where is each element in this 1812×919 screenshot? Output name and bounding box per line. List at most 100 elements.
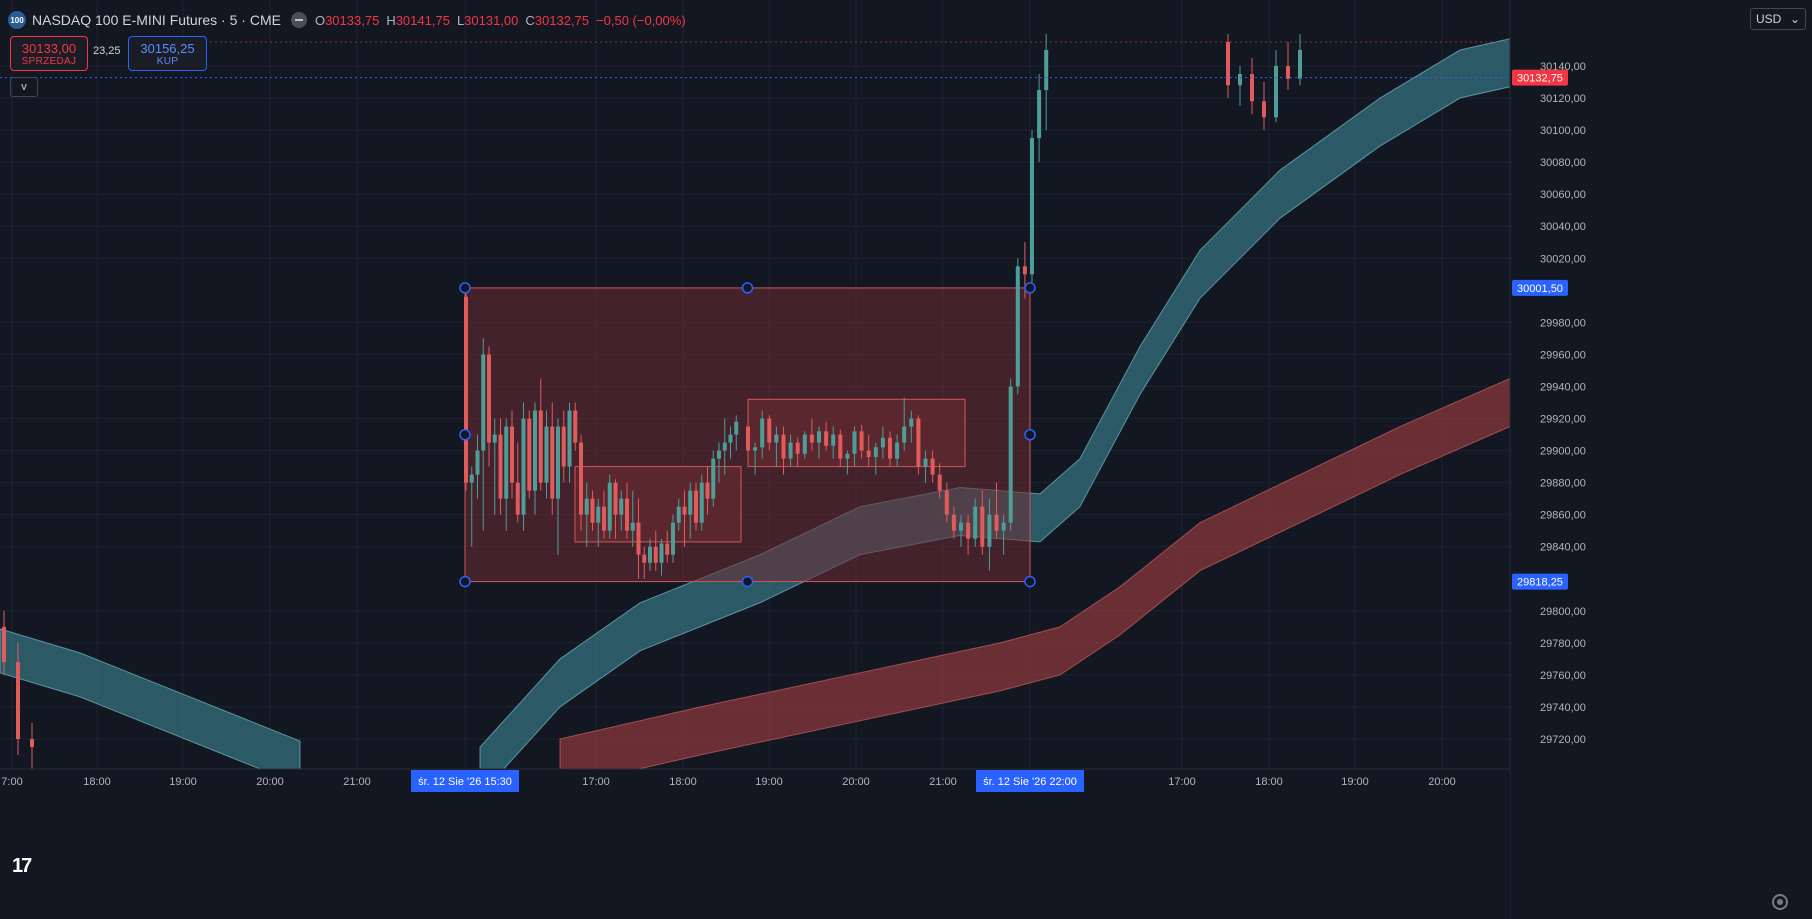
resize-handle[interactable] bbox=[459, 575, 471, 588]
candle-body bbox=[746, 426, 750, 451]
candle-body bbox=[753, 447, 758, 451]
candle-body bbox=[538, 410, 543, 483]
candle-body bbox=[824, 431, 829, 446]
resize-handle[interactable] bbox=[459, 428, 471, 441]
candle-body bbox=[556, 426, 560, 499]
candle-body bbox=[567, 410, 572, 467]
selection-handles[interactable] bbox=[459, 282, 1036, 588]
candle-body bbox=[688, 490, 693, 515]
candle-body bbox=[596, 506, 601, 523]
ohlc-low-label: L bbox=[456, 12, 465, 28]
candle-body bbox=[602, 506, 606, 531]
price-tick-label: 30080,00 bbox=[1540, 157, 1586, 169]
resize-handle[interactable] bbox=[741, 575, 754, 588]
time-tick-label: 19:00 bbox=[169, 776, 197, 788]
resize-handle[interactable] bbox=[741, 282, 754, 294]
ohlc-close-label: C bbox=[525, 12, 535, 28]
candle-body bbox=[30, 739, 34, 748]
candle-body bbox=[1015, 266, 1020, 387]
price-tick-label: 29980,00 bbox=[1540, 317, 1586, 329]
spread-value: 23,25 bbox=[93, 45, 121, 57]
candle-body bbox=[845, 453, 850, 459]
candle-body bbox=[607, 482, 612, 531]
candle-body bbox=[1298, 49, 1302, 79]
resize-handle[interactable] bbox=[459, 282, 471, 294]
time-marker-box bbox=[976, 770, 1084, 792]
resize-handle[interactable] bbox=[1024, 575, 1036, 588]
candle-body bbox=[909, 418, 914, 427]
time-tick-label: 20:00 bbox=[1428, 776, 1456, 788]
candle-body bbox=[717, 450, 721, 459]
candle-body bbox=[767, 418, 772, 443]
ohlc-open-label: O bbox=[314, 12, 326, 28]
resize-handle[interactable] bbox=[1024, 428, 1036, 441]
candle-body bbox=[802, 434, 807, 454]
collapse-chevron-icon[interactable]: v bbox=[10, 77, 38, 97]
tradingview-logo-icon[interactable]: 17 bbox=[12, 855, 32, 877]
price-tick-label: 29800,00 bbox=[1540, 606, 1586, 618]
symbol-title[interactable]: NASDAQ 100 E-MINI Futures · 5 · CME bbox=[32, 12, 281, 28]
price-marker-box bbox=[1512, 69, 1568, 86]
candle-body bbox=[544, 426, 549, 483]
time-tick-label: 19:00 bbox=[1341, 776, 1369, 788]
price-tick-label: 30040,00 bbox=[1540, 221, 1586, 233]
symbol-header: 100 NASDAQ 100 E-MINI Futures · 5 · CME … bbox=[8, 10, 693, 30]
sell-price: 30133,00 bbox=[21, 40, 77, 56]
time-tick-label: 20:00 bbox=[842, 776, 870, 788]
candle-body bbox=[699, 482, 704, 523]
buy-button[interactable]: 30156,25 KUP bbox=[128, 36, 207, 71]
candle-body bbox=[994, 514, 999, 531]
time-tick-label: 17:00 bbox=[582, 776, 610, 788]
candle-body bbox=[728, 434, 733, 443]
candle-body bbox=[902, 426, 907, 443]
candle-body bbox=[682, 506, 687, 515]
time-tick-label: 18:00 bbox=[1255, 776, 1283, 788]
candle-body bbox=[888, 437, 892, 459]
range-rectangle-lower-range[interactable] bbox=[574, 466, 742, 543]
time-tick-label: 19:00 bbox=[755, 776, 783, 788]
candle-body bbox=[515, 482, 520, 515]
candle-body bbox=[2, 626, 6, 663]
candle-body bbox=[987, 514, 992, 547]
price-tick-label: 30120,00 bbox=[1540, 93, 1586, 105]
resize-handle[interactable] bbox=[1024, 282, 1036, 294]
candle-body bbox=[659, 543, 664, 563]
price-tick-label: 29920,00 bbox=[1540, 414, 1586, 426]
candle-body bbox=[959, 522, 963, 531]
candle-body bbox=[492, 434, 497, 443]
candle-body bbox=[944, 490, 949, 515]
price-tick-label: 29760,00 bbox=[1540, 670, 1586, 682]
candle-body bbox=[561, 426, 566, 467]
candle-body bbox=[1022, 266, 1027, 275]
price-tick-label: 29860,00 bbox=[1540, 510, 1586, 522]
candle-body bbox=[734, 421, 739, 435]
time-tick-label: 18:00 bbox=[669, 776, 697, 788]
currency-label: USD bbox=[1756, 12, 1782, 26]
candle-body bbox=[1274, 66, 1278, 118]
candle-body bbox=[1044, 49, 1049, 91]
candle-body bbox=[533, 410, 537, 491]
currency-select[interactable]: USD ⌄ bbox=[1750, 8, 1806, 30]
ohlc-open-value: 30133,75 bbox=[325, 12, 380, 28]
candle-body bbox=[573, 410, 578, 443]
time-tick-label: 21:00 bbox=[929, 776, 957, 788]
candle-body bbox=[966, 522, 971, 539]
candle-body bbox=[1037, 90, 1042, 139]
candle-body bbox=[653, 546, 658, 563]
settings-gear-icon[interactable] bbox=[1772, 894, 1788, 910]
candle-body bbox=[866, 450, 871, 457]
time-tick-label: 18:00 bbox=[83, 776, 111, 788]
candle-body bbox=[1008, 386, 1013, 523]
candle-body bbox=[475, 450, 480, 475]
candle-body bbox=[781, 434, 786, 459]
candle-body bbox=[676, 506, 681, 523]
visibility-toggle-icon[interactable] bbox=[290, 12, 307, 28]
time-marker-label: śr. 12 Sie '26 15:30 bbox=[418, 776, 512, 788]
sell-button[interactable]: 30133,00 SPRZEDAJ bbox=[10, 36, 88, 71]
candle-body bbox=[665, 543, 670, 555]
candle-body bbox=[795, 442, 800, 454]
price-tick-label: 29880,00 bbox=[1540, 478, 1586, 490]
candle-body bbox=[671, 522, 675, 555]
candle-body bbox=[1001, 522, 1006, 531]
